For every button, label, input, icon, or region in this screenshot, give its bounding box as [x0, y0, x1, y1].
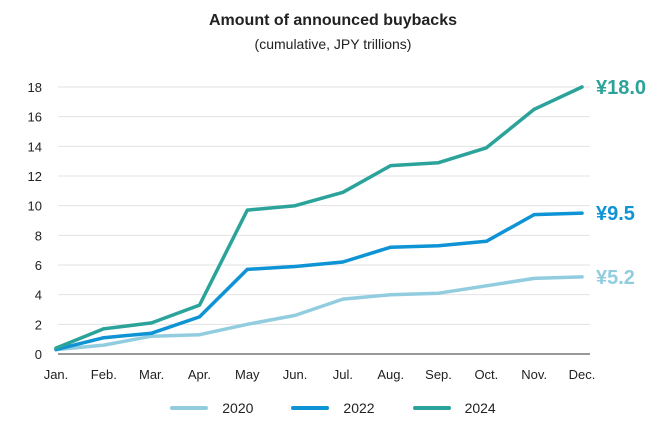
data-point-2022 — [102, 336, 106, 340]
data-point-2022 — [245, 267, 249, 272]
data-point-2024 — [54, 346, 58, 350]
y-tick-label: 16 — [28, 110, 42, 125]
data-point-2022 — [580, 211, 584, 215]
x-tick-label: Dec. — [569, 367, 596, 382]
legend-swatch — [412, 406, 451, 410]
data-point-2024 — [389, 164, 393, 168]
series-line-2024 — [54, 85, 584, 350]
x-tick-label: Nov. — [521, 367, 547, 382]
data-point-2020 — [102, 343, 106, 347]
data-point-2024 — [532, 107, 536, 111]
data-point-2024 — [197, 303, 202, 307]
x-tick-label: Feb. — [91, 367, 117, 382]
data-point-2024 — [150, 321, 154, 325]
end-label-2024: ¥18.0 — [596, 77, 646, 99]
data-point-2020 — [197, 333, 202, 337]
y-tick-label: 2 — [35, 317, 42, 332]
data-point-2022 — [389, 245, 393, 249]
x-tick-label: May — [235, 367, 260, 382]
data-point-2024 — [341, 190, 345, 194]
x-tick-label: Aug. — [377, 367, 404, 382]
data-point-2022 — [532, 212, 536, 217]
data-point-2020 — [436, 291, 441, 295]
chart-legend: 2020 2022 2024 — [0, 400, 666, 416]
data-point-2020 — [341, 297, 345, 301]
data-point-2020 — [532, 276, 536, 280]
legend-item-2020: 2020 — [170, 400, 253, 416]
legend-label: 2024 — [464, 400, 496, 416]
legend-swatch — [291, 406, 330, 410]
end-label-2020: ¥5.2 — [596, 267, 635, 289]
chart-subtitle: (cumulative, JPY trillions) — [254, 36, 412, 52]
x-tick-label: Sep. — [425, 367, 452, 382]
data-point-2022 — [341, 260, 345, 264]
y-tick-label: 18 — [28, 80, 42, 95]
legend-swatch — [170, 406, 209, 410]
series-line-2020 — [54, 275, 584, 352]
data-point-2024 — [293, 204, 297, 208]
y-tick-label: 8 — [35, 228, 42, 243]
legend-label: 2022 — [343, 400, 375, 416]
y-tick-label: 12 — [28, 169, 42, 184]
data-point-2020 — [389, 293, 393, 297]
data-point-2020 — [150, 334, 154, 338]
data-point-2022 — [293, 264, 297, 269]
data-point-2022 — [484, 239, 488, 243]
data-point-2022 — [197, 315, 202, 319]
y-tick-label: 6 — [35, 258, 42, 273]
y-tick-label: 14 — [28, 139, 42, 154]
legend-item-2024: 2024 — [412, 400, 496, 416]
data-point-2022 — [436, 244, 441, 248]
series-line-2022 — [54, 211, 584, 352]
data-point-2024 — [245, 208, 249, 212]
chart-title: Amount of announced buybacks — [208, 12, 457, 29]
data-point-2024 — [484, 146, 488, 150]
data-point-2024 — [436, 161, 441, 165]
line-chart: 0 2 4 6 8 10 12 14 16 18 Jan. Feb. Mar. Apr. May Jun. Ju… — [28, 77, 647, 382]
y-tick-label: 4 — [35, 288, 42, 303]
legend-label: 2020 — [222, 400, 254, 416]
data-point-2024 — [102, 327, 106, 331]
x-tick-label: Jan. — [44, 367, 69, 382]
data-point-2020 — [580, 275, 584, 279]
x-tick-label: Apr. — [188, 367, 211, 382]
y-tick-label: 0 — [35, 347, 42, 362]
data-point-2024 — [580, 85, 584, 89]
data-point-2020 — [293, 313, 297, 318]
data-point-2020 — [484, 284, 488, 288]
legend-item-2022: 2022 — [291, 400, 375, 416]
y-tick-label: 10 — [28, 199, 42, 214]
data-point-2020 — [245, 322, 249, 326]
x-tick-label: Jul. — [333, 367, 353, 382]
x-tick-label: Mar. — [139, 367, 164, 382]
data-point-2022 — [150, 331, 154, 335]
x-tick-label: Oct. — [474, 367, 498, 382]
x-tick-label: Jun. — [283, 367, 308, 382]
end-label-2022: ¥9.5 — [596, 203, 635, 225]
